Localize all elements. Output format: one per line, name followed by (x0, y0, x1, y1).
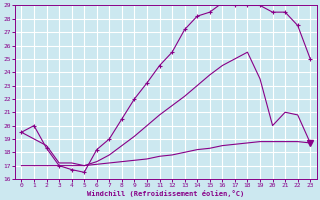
X-axis label: Windchill (Refroidissement éolien,°C): Windchill (Refroidissement éolien,°C) (87, 190, 244, 197)
